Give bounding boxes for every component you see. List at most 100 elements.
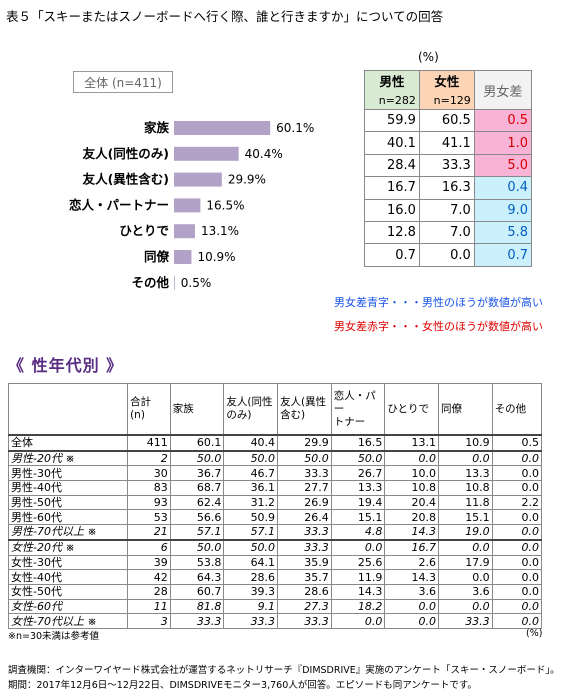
age-table-cell: 19.4 (330, 494, 386, 511)
bar-value-label: 0.5% (181, 276, 212, 290)
male-value: 0.7 (364, 243, 420, 267)
age-table-cell: 20.4 (384, 494, 440, 511)
age-table-cell: 20.8 (384, 509, 440, 526)
female-value: 16.3 (418, 176, 475, 200)
age-table-cell: 64.1 (223, 554, 279, 571)
percent-unit: (%) (418, 50, 439, 64)
male-header: 男性 n=282 (364, 70, 420, 110)
age-table-row-label: 男性-70代以上 ※ (7, 524, 129, 541)
age-table-cell: 10.9 (438, 434, 493, 452)
diff-value: 5.8 (473, 220, 533, 245)
bar-value-label: 10.9% (197, 250, 235, 264)
age-table-cell: 10.8 (438, 480, 493, 496)
age-table-cell: 42 (127, 569, 171, 585)
age-table-row: 女性-50代 28 60.7 39.3 28.6 14.3 3.6 3.6 0.0 (7, 583, 543, 600)
age-table-cell: 0.0 (491, 583, 543, 600)
gender-table-header: 男性 n=282 女性 n=129 男女差 (364, 70, 533, 110)
age-table-cell: 53.8 (169, 554, 225, 571)
female-value: 7.0 (418, 220, 475, 245)
age-table-row: 男性-20代 ※ 2 50.0 50.0 50.0 50.0 0.0 0.0 0.0 (7, 449, 543, 467)
bar-value-label: 40.4% (245, 147, 283, 161)
gender-table-row: 12.8 7.0 5.8 (364, 220, 533, 245)
bar-category-label: 恋人・パートナー (69, 197, 169, 212)
diff-value: 0.7 (473, 243, 533, 267)
female-value: 60.5 (418, 108, 475, 133)
age-table-cell: 33.3 (223, 613, 279, 629)
age-table-row: 女性-20代 ※ 6 50.0 50.0 33.3 0.0 16.7 0.0 0.0 (7, 538, 543, 556)
age-table-row: 女性-40代 42 64.3 28.6 35.7 11.9 14.3 0.0 0.0 (7, 569, 543, 585)
age-table-cell: 26.4 (277, 509, 332, 526)
diff-value: 9.0 (473, 198, 533, 222)
age-table-cell: 60.7 (169, 583, 225, 600)
age-table-cell: 0.0 (384, 449, 440, 467)
age-table-row-label: 女性-20代 ※ (7, 538, 129, 556)
diff-value: 5.0 (473, 153, 533, 178)
age-table-cell: 30 (127, 465, 171, 482)
female-value: 41.1 (418, 131, 475, 155)
age-table-cell: 0.0 (491, 524, 543, 541)
age-table-cell: 50.9 (223, 509, 279, 526)
age-table-cell: 56.6 (169, 509, 225, 526)
age-table-row: 男性-60代 53 56.6 50.9 26.4 15.1 20.8 15.1 0.0 (7, 509, 543, 526)
bar-category-label: ひとりで (119, 223, 169, 238)
age-table-row: 女性-70代以上 ※ 3 33.3 33.3 33.3 0.0 0.0 33.3 0.0 (7, 613, 543, 629)
gender-table-row: 16.0 7.0 9.0 (364, 198, 533, 222)
age-table-cell: 11.8 (438, 494, 493, 511)
age-table-header-cell: その他 (491, 383, 543, 436)
age-table-cell: 0.0 (491, 613, 543, 629)
age-table-cell: 3.6 (438, 583, 493, 600)
male-value: 12.8 (364, 220, 420, 245)
age-table-cell: 50.0 (223, 449, 279, 467)
bar-category-label: 家族 (144, 120, 170, 135)
age-table-cell: 411 (127, 434, 171, 452)
age-table-cell: 10.8 (384, 480, 440, 496)
age-table-cell: 2 (127, 449, 171, 467)
age-table-row-label: 全体 (7, 434, 129, 452)
bar-value-label: 16.5% (206, 198, 244, 212)
age-table-cell: 19.0 (438, 524, 493, 541)
age-table-cell: 18.2 (330, 598, 386, 615)
age-table-cell: 0.0 (330, 538, 386, 556)
age-table-cell: 0.0 (491, 569, 543, 585)
age-table-cell: 0.0 (384, 598, 440, 615)
male-value: 40.1 (364, 131, 420, 155)
bar-chart: 家族 60.1% 友人(同性のみ) 40.4% 友人(異性含む) 29.9% 恋人・パートナ… (69, 120, 314, 290)
age-table-cell: 0.5 (491, 434, 543, 452)
age-table-row-label: 女性-30代 (7, 554, 129, 571)
age-table-cell: 16.5 (330, 434, 386, 452)
age-table-cell: 50.0 (330, 449, 386, 467)
age-table-row-label: 男性-30代 (7, 465, 129, 482)
age-table-unit: (%) (526, 628, 543, 639)
age-table-cell: 0.0 (384, 613, 440, 629)
age-table-cell: 17.9 (438, 554, 493, 571)
age-table-cell: 0.0 (491, 465, 543, 482)
age-table-cell: 68.7 (169, 480, 225, 496)
female-header: 女性 n=129 (418, 70, 475, 110)
age-table-cell: 28.6 (223, 569, 279, 585)
bar-category-label: 友人(同性のみ) (82, 146, 169, 161)
section-title: 《 性年代別 》 (8, 356, 124, 375)
age-table-cell: 33.3 (277, 465, 332, 482)
note-red: 男女差赤字・・・女性のほうが数値が高い (334, 320, 543, 333)
age-table-cell: 29.9 (277, 434, 332, 452)
age-table-cell: 39 (127, 554, 171, 571)
female-label: 女性 (434, 74, 460, 89)
age-table-row: 男性-50代 93 62.4 31.2 26.9 19.4 20.4 11.8 2.2 (7, 494, 543, 511)
bar-value-label: 60.1% (276, 121, 314, 135)
source-line-2: 期間：2017年12月6日～12月22日、DIMSDRIVEモニター3,760人… (8, 680, 477, 691)
age-table-cell: 28.6 (277, 583, 332, 600)
bar-value-label: 13.1% (201, 224, 239, 238)
female-value: 33.3 (418, 153, 475, 178)
age-table-row-label: 男性-50代 (7, 494, 129, 511)
male-value: 16.0 (364, 198, 420, 222)
age-table-header: 合計 (n) 家族 友人(同性 のみ) 友人(異性 含む) 恋人・パー トナー ひとりで 同僚 その他 (7, 383, 543, 436)
age-table-header-cell: 家族 (169, 383, 225, 436)
age-table-cell: 13.1 (384, 434, 440, 452)
source-line-1: 調査機関：インターワイヤード株式会社が運営するネットリサーチ『DIMSDRIVE… (8, 665, 560, 676)
age-table-cell: 33.3 (277, 613, 332, 629)
age-table-cell: 0.0 (438, 569, 493, 585)
age-table-row: 男性-30代 30 36.7 46.7 33.3 26.7 10.0 13.3 0.0 (7, 465, 543, 482)
age-table-cell: 15.1 (438, 509, 493, 526)
age-table-cell: 33.3 (277, 524, 332, 541)
female-value: 7.0 (418, 198, 475, 222)
